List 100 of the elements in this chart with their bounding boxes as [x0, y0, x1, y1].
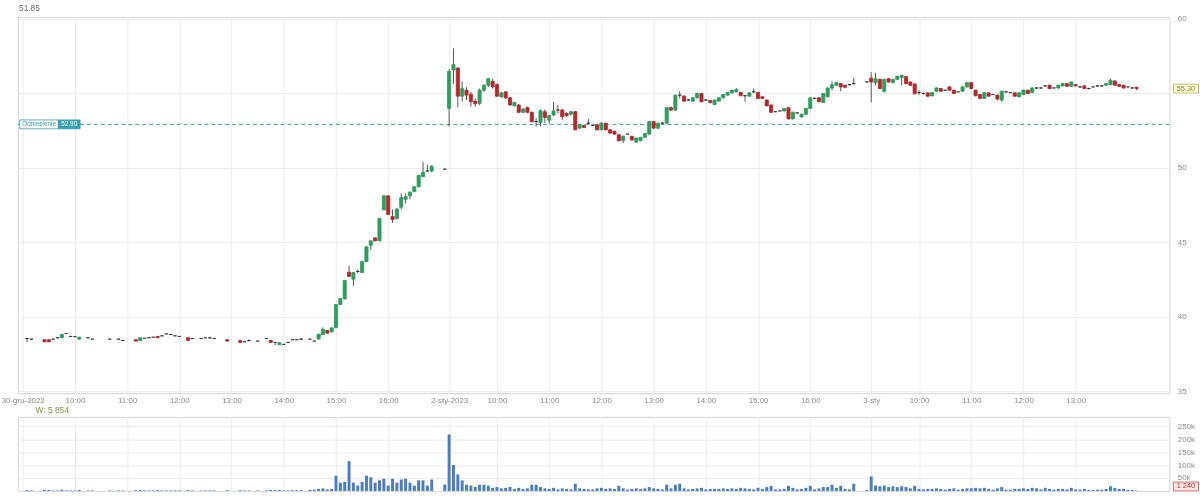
- bar: [473, 487, 477, 491]
- bar: [547, 488, 551, 491]
- bar: [1035, 488, 1038, 491]
- bar: [1104, 488, 1108, 491]
- bar: [1026, 488, 1030, 491]
- bar: [1017, 488, 1021, 491]
- bar: [726, 488, 730, 491]
- candlestick: [869, 71, 874, 103]
- bar: [634, 488, 638, 491]
- bar: [1069, 487, 1073, 491]
- bar: [543, 488, 547, 491]
- bar: [700, 487, 703, 491]
- bar: [974, 487, 978, 491]
- bar: [604, 488, 608, 491]
- x-tick-label: 13:00: [644, 395, 665, 405]
- x-tick-label: 11:00: [540, 395, 560, 405]
- bar: [930, 488, 934, 491]
- bar: [317, 488, 321, 491]
- bar: [843, 488, 847, 491]
- bar: [817, 488, 821, 491]
- bar: [595, 488, 599, 491]
- bar: [995, 488, 999, 491]
- bar: [965, 488, 969, 491]
- bar: [791, 487, 795, 491]
- chart-title: 51.85: [18, 2, 41, 13]
- bar: [1021, 488, 1025, 491]
- bar: [782, 488, 786, 491]
- bar: [969, 488, 973, 491]
- bar: [717, 488, 721, 491]
- bar: [1122, 488, 1126, 491]
- bar: [1117, 488, 1121, 491]
- bar: [330, 488, 334, 491]
- bar: [521, 488, 525, 491]
- bar: [708, 488, 712, 491]
- bar: [508, 487, 512, 491]
- candlestick: [468, 91, 473, 108]
- candlestick: [386, 194, 391, 216]
- x-tick-label: 10:00: [65, 395, 86, 405]
- bar: [834, 487, 838, 491]
- bar: [525, 488, 529, 491]
- candlestick: [555, 104, 560, 114]
- bar: [669, 488, 673, 491]
- bar: [552, 487, 556, 491]
- bar: [1013, 488, 1017, 491]
- bar: [747, 488, 751, 491]
- y-tick-label: 40: [1177, 312, 1188, 322]
- bar: [1061, 488, 1065, 491]
- x-tick-label: 16:00: [378, 395, 400, 405]
- candlestick: [460, 80, 465, 103]
- bar: [1048, 488, 1052, 491]
- bar: [821, 487, 825, 491]
- bar: [765, 487, 769, 491]
- bar: [961, 488, 965, 491]
- bar: [599, 487, 603, 491]
- x-tick-label: 11:00: [962, 395, 982, 405]
- x-tick-label: 14:00: [274, 395, 295, 405]
- bar: [621, 488, 625, 491]
- bar: [800, 488, 804, 491]
- bar: [739, 487, 743, 491]
- bar: [682, 488, 686, 491]
- bar: [804, 487, 808, 491]
- y-tick-label: 60: [1177, 13, 1188, 23]
- bar: [1000, 487, 1004, 491]
- bar: [517, 487, 521, 491]
- x-tick-label: 10:00: [909, 395, 931, 405]
- bar: [895, 487, 899, 491]
- bar: [608, 488, 612, 491]
- x-tick-label: 15:00: [326, 395, 347, 405]
- bar: [982, 487, 986, 491]
- x-tick-label: 10:00: [487, 395, 508, 405]
- bar: [643, 488, 647, 491]
- bar: [539, 487, 542, 491]
- x-tick-label: 16:00: [800, 395, 822, 405]
- y-tick-label: 35: [1177, 387, 1188, 397]
- bar: [926, 488, 930, 491]
- bar: [934, 488, 938, 491]
- bar: [987, 488, 991, 491]
- bar: [756, 487, 760, 491]
- bar: [491, 487, 495, 491]
- bar: [952, 488, 956, 491]
- bar: [1056, 488, 1060, 491]
- x-tick-label: 12:00: [1014, 395, 1035, 405]
- bar: [612, 488, 616, 491]
- x-tick-label: 14:00: [696, 395, 717, 405]
- bar: [695, 488, 699, 491]
- bar: [1030, 487, 1034, 491]
- bar: [760, 488, 764, 491]
- bar: [630, 488, 634, 491]
- bar: [691, 488, 695, 491]
- x-tick-label: 15:00: [748, 395, 770, 405]
- candlestick: [347, 265, 352, 278]
- x-tick-label: 13:00: [222, 395, 243, 405]
- bar: [978, 488, 982, 491]
- bar: [1043, 487, 1047, 491]
- bar: [730, 488, 734, 491]
- bar: [499, 488, 503, 491]
- x-tick-label: 2-sty-2023: [430, 395, 469, 405]
- x-tick-label: 12:00: [169, 395, 191, 405]
- y-tick-label: 50: [1177, 163, 1188, 173]
- bar: [578, 488, 582, 491]
